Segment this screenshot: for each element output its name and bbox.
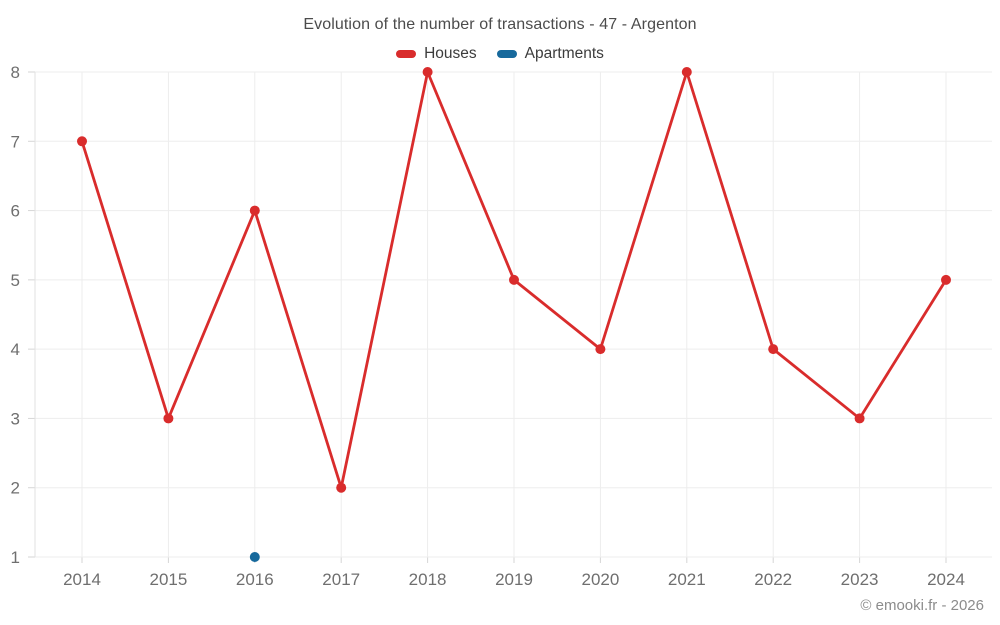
x-axis-label: 2022	[754, 570, 792, 589]
x-axis-label: 2015	[149, 570, 187, 589]
x-axis-label: 2017	[322, 570, 360, 589]
data-point-houses-2022[interactable]	[768, 344, 779, 355]
series-houses	[77, 67, 951, 493]
y-grid-and-labels: 1 2 3 4 5 6 7 8	[11, 63, 992, 567]
data-point-apartments-2016[interactable]	[249, 552, 260, 562]
legend-item-houses[interactable]: Houses	[396, 45, 477, 63]
legend-swatch-apartments	[496, 50, 517, 58]
data-point-houses-2017[interactable]	[336, 482, 347, 493]
legend-swatch-houses	[396, 50, 417, 58]
x-axis-label: 2018	[409, 570, 447, 589]
x-axis-label: 2024	[927, 570, 965, 589]
data-point-houses-2021[interactable]	[681, 67, 692, 77]
y-axis-label: 3	[11, 409, 20, 428]
data-point-houses-2015[interactable]	[163, 413, 174, 424]
y-axis-label: 4	[11, 340, 20, 359]
x-grid-and-labels: 2014 2015 2016 2017 2018 2019 2020 2021 2022 2023…	[63, 72, 965, 589]
y-axis-label: 2	[11, 479, 20, 498]
x-axis-label: 2023	[841, 570, 879, 589]
y-axis-label: 6	[11, 202, 20, 221]
legend-label: Apartments	[524, 45, 604, 62]
data-point-houses-2018[interactable]	[422, 67, 433, 77]
x-axis-label: 2019	[495, 570, 533, 589]
data-point-houses-2023[interactable]	[854, 413, 865, 424]
x-axis-label: 2016	[236, 570, 274, 589]
data-point-houses-2016[interactable]	[249, 205, 260, 216]
legend-label: Houses	[424, 45, 477, 62]
data-point-houses-2019[interactable]	[509, 274, 519, 285]
y-axis-label: 8	[11, 63, 20, 82]
copyright: © emooki.fr - 2026	[860, 597, 984, 614]
y-axis-label: 7	[11, 132, 20, 151]
legend: Houses Apartments	[0, 45, 1000, 63]
x-axis-label: 2021	[668, 570, 706, 589]
series-apartments	[249, 552, 260, 562]
data-point-houses-2020[interactable]	[595, 344, 606, 355]
chart-title: Evolution of the number of transactions …	[303, 16, 697, 33]
x-axis-label: 2020	[581, 570, 619, 589]
x-axis-label: 2014	[63, 570, 101, 589]
data-point-houses-2014[interactable]	[77, 136, 87, 147]
y-axis-label: 1	[11, 548, 20, 567]
legend-item-apartments[interactable]: Apartments	[496, 45, 604, 63]
y-axis-label: 5	[11, 271, 20, 290]
data-point-houses-2024[interactable]	[941, 274, 951, 285]
